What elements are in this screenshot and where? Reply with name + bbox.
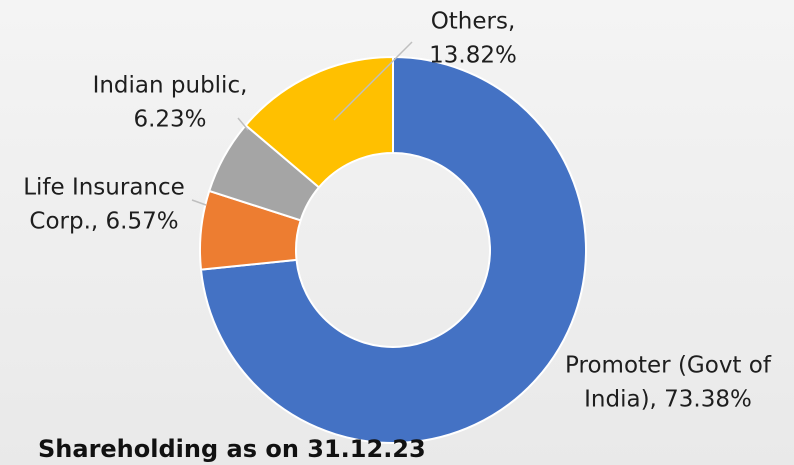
data-label: Promoter (Govt of xyxy=(565,353,772,379)
slice xyxy=(244,55,394,189)
leader-line xyxy=(237,117,249,131)
leader-line xyxy=(333,41,413,121)
data-label: India), 73.38% xyxy=(584,387,752,413)
data-label: Corp., 6.57% xyxy=(29,209,178,235)
slice xyxy=(199,55,587,444)
data-label: Others, xyxy=(431,9,516,35)
donut xyxy=(199,55,587,444)
data-label: Life Insurance xyxy=(23,175,185,201)
chart-title: Shareholding as on 31.12.23 xyxy=(38,435,426,463)
data-label: 13.82% xyxy=(429,43,517,69)
leader-line xyxy=(191,199,207,206)
data-label: Indian public, xyxy=(93,73,248,99)
data-label: 6.23% xyxy=(133,107,206,133)
